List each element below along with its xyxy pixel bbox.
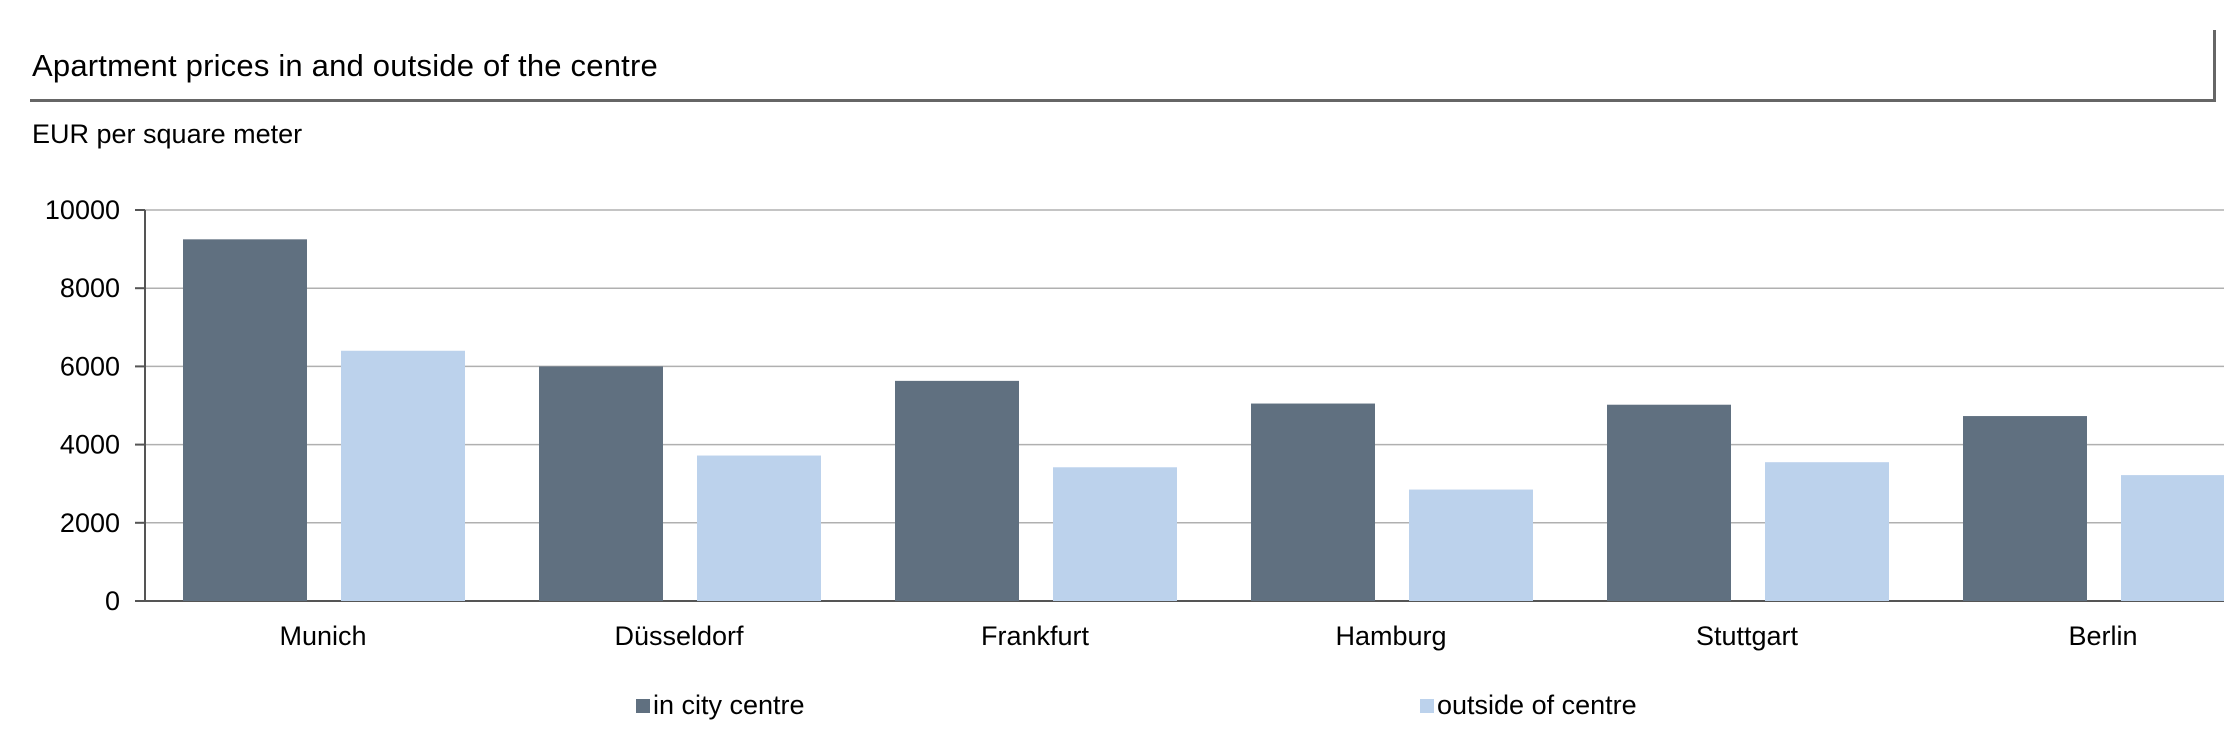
bar-outside-of-centre xyxy=(697,455,821,601)
bar-in-city-centre xyxy=(539,366,663,601)
bar-outside-of-centre xyxy=(1409,489,1533,601)
x-tick-label: Stuttgart xyxy=(1696,621,1799,651)
y-tick-label: 6000 xyxy=(60,351,120,381)
legend-swatch-outside-of-centre xyxy=(1420,698,1434,713)
legend-label-in-city-centre: in city centre xyxy=(653,690,805,720)
legend-swatch-in-city-centre xyxy=(636,698,650,713)
y-tick-label: 4000 xyxy=(60,430,120,460)
x-tick-label: Frankfurt xyxy=(981,621,1090,651)
x-tick-label: Düsseldorf xyxy=(614,621,744,651)
bar-outside-of-centre xyxy=(2121,475,2224,601)
legend-label-outside-of-centre: outside of centre xyxy=(1437,690,1637,720)
bar-in-city-centre xyxy=(1963,416,2087,601)
chart-title: Apartment prices in and outside of the c… xyxy=(32,48,658,83)
bar-in-city-centre xyxy=(1607,404,1731,601)
legend-item-outside-of-centre: outside of centre xyxy=(1420,690,1637,721)
legend-item-in-city-centre: in city centre xyxy=(636,690,805,721)
bar-outside-of-centre xyxy=(1053,467,1177,601)
bar-outside-of-centre xyxy=(341,350,465,601)
bar-in-city-centre xyxy=(895,380,1019,601)
bar-outside-of-centre xyxy=(1765,462,1889,601)
bar-in-city-centre xyxy=(183,239,307,601)
x-tick-label: Hamburg xyxy=(1335,621,1446,651)
x-tick-label: Munich xyxy=(279,621,366,651)
chart-subtitle: EUR per square meter xyxy=(32,119,303,149)
y-tick-label: 2000 xyxy=(60,508,120,538)
y-tick-label: 8000 xyxy=(60,273,120,303)
title-frame xyxy=(30,30,2216,102)
x-tick-label: Berlin xyxy=(2068,621,2137,651)
bar-in-city-centre xyxy=(1251,403,1375,601)
y-tick-label: 0 xyxy=(105,586,120,616)
y-tick-label: 10000 xyxy=(45,195,120,225)
